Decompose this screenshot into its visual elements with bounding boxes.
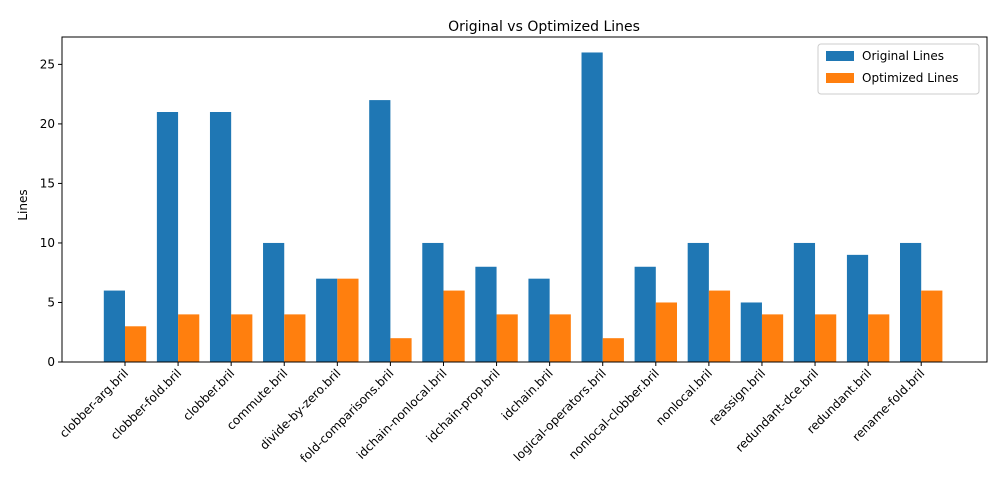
- bar-original-10: [634, 266, 656, 362]
- bar-optimized-5: [390, 338, 412, 362]
- bar-optimized-0: [125, 326, 147, 362]
- bars-layer: [103, 52, 943, 362]
- legend-label-0: Original Lines: [862, 49, 944, 63]
- legend: Original Lines Optimized Lines: [817, 43, 980, 95]
- bar-original-5: [369, 100, 391, 362]
- bar-optimized-2: [231, 314, 253, 362]
- bar-optimized-14: [868, 314, 890, 362]
- x-tick-label: logical-operators.bril: [511, 366, 609, 464]
- plot-frame: [61, 36, 988, 363]
- y-axis-label: Lines: [16, 189, 30, 220]
- bar-original-14: [846, 254, 869, 362]
- y-tick-label: 15: [40, 176, 55, 190]
- y-tick-label: 25: [40, 57, 55, 71]
- bar-original-7: [475, 266, 497, 362]
- bar-original-4: [316, 278, 338, 362]
- bar-optimized-11: [708, 290, 731, 362]
- bar-optimized-13: [815, 314, 837, 362]
- y-tick-label: 20: [40, 117, 55, 131]
- bar-optimized-4: [337, 278, 359, 362]
- axes-layer: 0510152025clobber-arg.brilclobber-fold.b…: [40, 36, 988, 465]
- bar-optimized-3: [284, 314, 306, 362]
- bar-original-9: [581, 52, 603, 362]
- bar-original-3: [263, 242, 285, 362]
- x-tick-label: fold-comparisons.bril: [297, 366, 396, 465]
- bar-original-2: [209, 112, 232, 362]
- x-tick-label: idchain.bril: [499, 366, 556, 423]
- bar-optimized-9: [602, 338, 624, 362]
- y-tick-label: 5: [47, 295, 55, 309]
- bar-original-12: [740, 302, 762, 362]
- bar-optimized-6: [443, 290, 465, 362]
- bar-optimized-8: [549, 314, 571, 362]
- y-tick-label: 0: [47, 355, 55, 369]
- bar-original-1: [156, 112, 179, 362]
- legend-label-1: Optimized Lines: [862, 71, 959, 85]
- legend-swatch-0: [826, 51, 854, 61]
- bar-original-11: [687, 242, 709, 362]
- bar-optimized-15: [921, 290, 943, 362]
- x-tick-label: clobber.bril: [180, 366, 237, 423]
- y-tick-label: 10: [40, 236, 55, 250]
- x-tick-label: idchain-nonlocal.bril: [354, 366, 450, 462]
- chart-title: Original vs Optimized Lines: [448, 19, 640, 35]
- bar-optimized-10: [655, 302, 677, 362]
- legend-swatch-1: [826, 73, 854, 83]
- bar-optimized-7: [496, 314, 518, 362]
- legend-box: [817, 43, 980, 95]
- bar-optimized-12: [761, 314, 784, 362]
- bar-original-8: [528, 278, 550, 362]
- bar-original-15: [900, 242, 922, 362]
- bar-original-0: [103, 290, 125, 362]
- bar-original-6: [422, 242, 444, 362]
- bar-original-13: [793, 242, 816, 362]
- bar-optimized-1: [178, 314, 200, 362]
- x-tick-label: nonlocal-clobber.bril: [566, 366, 662, 462]
